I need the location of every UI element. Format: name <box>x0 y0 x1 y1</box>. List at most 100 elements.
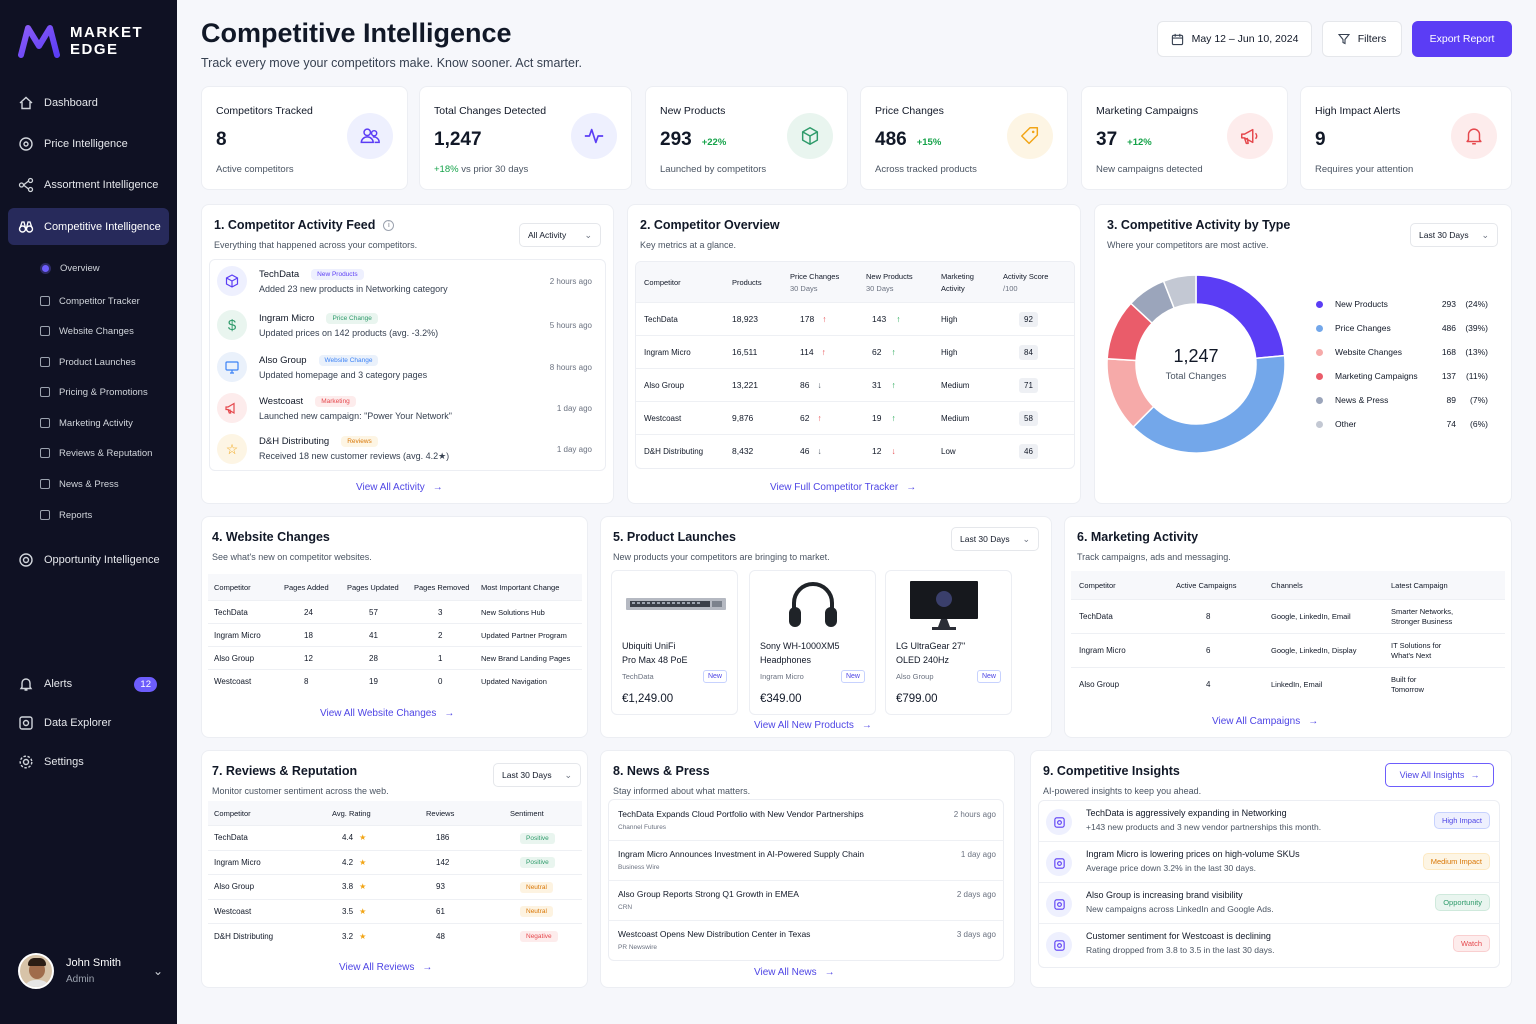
insight-item[interactable]: Ingram Micro is lowering prices on high-… <box>1038 843 1500 883</box>
avg-rating: 4.2 <box>342 857 354 867</box>
table-row[interactable]: Also Group 3.8 ★ 93 Neutral <box>208 874 582 900</box>
table-row[interactable]: Westcoast 3.5 ★ 61 Neutral <box>208 899 582 924</box>
activity-filter-dropdown[interactable]: All Activity <box>519 223 601 247</box>
date-range-button[interactable]: May 12 – Jun 10, 2024 <box>1157 21 1312 57</box>
subnav-pricing-promotions[interactable]: Pricing & Promotions <box>40 382 170 402</box>
list-item[interactable]: Westcoast Marketing Launched new campaign:… <box>209 388 606 428</box>
view-all-activity-link[interactable]: View All Activity <box>356 482 443 493</box>
news-item[interactable]: Ingram Micro Announces Investment in AI-… <box>608 841 1004 881</box>
star-icon: ★ <box>359 833 367 843</box>
list-item[interactable]: ☆ D&H Distributing Reviews Received 18 new… <box>209 429 606 469</box>
product-card[interactable]: Ubiquiti UniFi Pro Max 48 PoE TechData Ne… <box>611 570 738 715</box>
insight-title: Also Group is increasing brand visibilit… <box>1086 890 1243 900</box>
table-row[interactable]: Westcoast 8 19 0 Updated Navigation <box>208 669 582 693</box>
view-campaigns-link[interactable]: View All Campaigns <box>1212 716 1318 727</box>
activity-score-badge: 46 <box>1019 443 1038 459</box>
review-count: 61 <box>436 906 445 916</box>
kpi-card-price-changes[interactable]: Price Changes 486 +15% Across tracked pro… <box>860 86 1068 190</box>
subnav-overview[interactable]: Overview <box>40 258 170 278</box>
price-changes: 114 <box>800 347 814 357</box>
column-header: Competitor <box>1079 580 1116 590</box>
export-report-button[interactable]: Export Report <box>1412 21 1512 57</box>
subnav-competitor-tracker[interactable]: Competitor Tracker <box>40 291 170 311</box>
table-row[interactable]: Also Group 4 LinkedIn, Email Built for Tomor… <box>1071 667 1505 702</box>
nav-settings[interactable]: Settings <box>8 744 169 780</box>
subnav-reports[interactable]: Reports <box>40 505 170 525</box>
star-icon: ★ <box>359 882 367 892</box>
list-item[interactable]: TechData New Products Added 23 new product… <box>209 261 606 301</box>
nav-opportunity-intelligence[interactable]: Opportunity Intelligence <box>8 542 169 578</box>
legend-label: Price Changes <box>1335 323 1391 333</box>
insight-item[interactable]: Also Group is increasing brand visibilit… <box>1038 884 1500 924</box>
nav-alerts[interactable]: Alerts 12 <box>8 666 169 702</box>
kpi-card-new-products[interactable]: New Products 293 +22% Launched by competi… <box>645 86 848 190</box>
period-dropdown[interactable]: Last 30 Days <box>493 763 581 787</box>
news-item[interactable]: TechData Expands Cloud Portfolio with Ne… <box>608 801 1004 841</box>
filters-button[interactable]: Filters <box>1322 21 1402 57</box>
latest-campaign-line2: What's Next <box>1391 650 1432 660</box>
table-row[interactable]: Ingram Micro 6 Google, LinkedIn, Display IT… <box>1071 633 1505 668</box>
nav-data-explorer[interactable]: Data Explorer <box>8 705 169 741</box>
product-name: Sony WH-1000XM5 <box>760 641 840 651</box>
list-item[interactable]: Also Group Website Change Updated homepage… <box>209 347 606 387</box>
kpi-card-high-impact-alerts[interactable]: High Impact Alerts 9 Requires your atten… <box>1300 86 1512 190</box>
nav-price-intelligence[interactable]: Price Intelligence <box>8 126 169 162</box>
table-row[interactable]: TechData 4.4 ★ 186 Positive <box>208 825 582 851</box>
news-item[interactable]: Westcoast Opens New Distribution Center … <box>608 921 1004 961</box>
period-dropdown[interactable]: Last 30 Days <box>951 527 1039 551</box>
period-dropdown[interactable]: Last 30 Days <box>1410 223 1498 247</box>
nav-dashboard[interactable]: Dashboard <box>8 85 169 121</box>
subnav-product-launches[interactable]: Product Launches <box>40 352 170 372</box>
insight-item[interactable]: TechData is aggressively expanding in Ne… <box>1038 802 1500 842</box>
table-row[interactable]: TechData 24 57 3 New Solutions Hub <box>208 600 582 624</box>
view-website-changes-link[interactable]: View All Website Changes <box>320 708 454 719</box>
grid-icon <box>40 387 50 397</box>
table-row[interactable]: D&H Distributing 3.2 ★ 48 Negative <box>208 923 582 949</box>
product-card[interactable]: Sony WH-1000XM5 Headphones Ingram Micro N… <box>749 570 876 715</box>
view-news-link[interactable]: View All News <box>754 967 835 978</box>
new-products: 19 <box>872 413 882 423</box>
kpi-card-competitors[interactable]: Competitors Tracked 8 Active competitors <box>201 86 408 190</box>
table-row[interactable]: TechData 18,923 178 ↑ 143 ↑ High 92 <box>636 302 1074 336</box>
target-icon <box>19 553 33 567</box>
table-row[interactable]: Also Group 12 28 1 New Brand Landing Pages <box>208 646 582 670</box>
donut-slice-other[interactable] <box>1162 274 1197 310</box>
legend-value: 89 <box>1446 395 1456 405</box>
product-card[interactable]: LG UltraGear 27" OLED 240Hz Also Group Ne… <box>885 570 1012 715</box>
donut-slice-price-changes[interactable] <box>1132 354 1286 454</box>
view-all-insights-button[interactable]: View All Insights → <box>1385 763 1494 787</box>
activity-score-badge: 92 <box>1019 311 1038 327</box>
kpi-card-marketing-campaigns[interactable]: Marketing Campaigns 37 +12% New campaigns… <box>1081 86 1288 190</box>
table-row[interactable]: TechData 8 Google, LinkedIn, Email Smarter … <box>1071 599 1505 634</box>
kpi-card-total-changes[interactable]: Total Changes Detected 1,247 +18% vs pri… <box>419 86 632 190</box>
news-title: TechData Expands Cloud Portfolio with Ne… <box>618 809 864 819</box>
brand-logo[interactable]: MARKET EDGE <box>18 24 143 58</box>
table-row[interactable]: Ingram Micro 16,511 114 ↑ 62 ↑ High 84 <box>636 335 1074 369</box>
table-row[interactable]: Westcoast 9,876 62 ↑ 19 ↑ Medium 58 <box>636 401 1074 435</box>
card-subtitle: Where your competitors are most active. <box>1107 240 1269 250</box>
subnav-news-press[interactable]: News & Press <box>40 474 170 494</box>
table-row[interactable]: Ingram Micro 18 41 2 Updated Partner Program <box>208 623 582 647</box>
view-new-products-link[interactable]: View All New Products <box>754 720 872 731</box>
column-header: Products <box>732 277 762 287</box>
view-competitor-tracker-link[interactable]: View Full Competitor Tracker <box>770 482 916 493</box>
subnav-marketing-activity[interactable]: Marketing Activity <box>40 413 170 433</box>
table-row[interactable]: D&H Distributing 8,432 46 ↓ 12 ↓ Low 46 <box>636 434 1074 468</box>
news-item[interactable]: Also Group Reports Strong Q1 Growth in E… <box>608 881 1004 921</box>
kpi-foot: Requires your attention <box>1315 164 1414 175</box>
table-row[interactable]: Ingram Micro 4.2 ★ 142 Positive <box>208 850 582 875</box>
insight-item[interactable]: Customer sentiment for Westcoast is decl… <box>1038 925 1500 965</box>
info-icon[interactable]: i <box>383 219 395 231</box>
list-item[interactable]: $ Ingram Micro Price Change Updated prices… <box>209 305 606 345</box>
subnav-reviews-reputation[interactable]: Reviews & Reputation <box>40 443 170 463</box>
subnav-label: Product Launches <box>59 356 136 368</box>
user-menu[interactable]: John Smith Admin ⌄ <box>18 953 163 989</box>
nav-competitive-intelligence[interactable]: Competitive Intelligence <box>8 208 169 245</box>
grid-icon <box>40 357 50 367</box>
table-row[interactable]: Also Group 13,221 86 ↓ 31 ↑ Medium 71 <box>636 368 1074 402</box>
chevron-down-icon[interactable]: ⌄ <box>152 964 163 978</box>
marketing-level: Medium <box>941 380 970 390</box>
view-reviews-link[interactable]: View All Reviews <box>339 962 432 973</box>
nav-assortment-intelligence[interactable]: Assortment Intelligence <box>8 167 169 203</box>
subnav-website-changes[interactable]: Website Changes <box>40 321 170 341</box>
